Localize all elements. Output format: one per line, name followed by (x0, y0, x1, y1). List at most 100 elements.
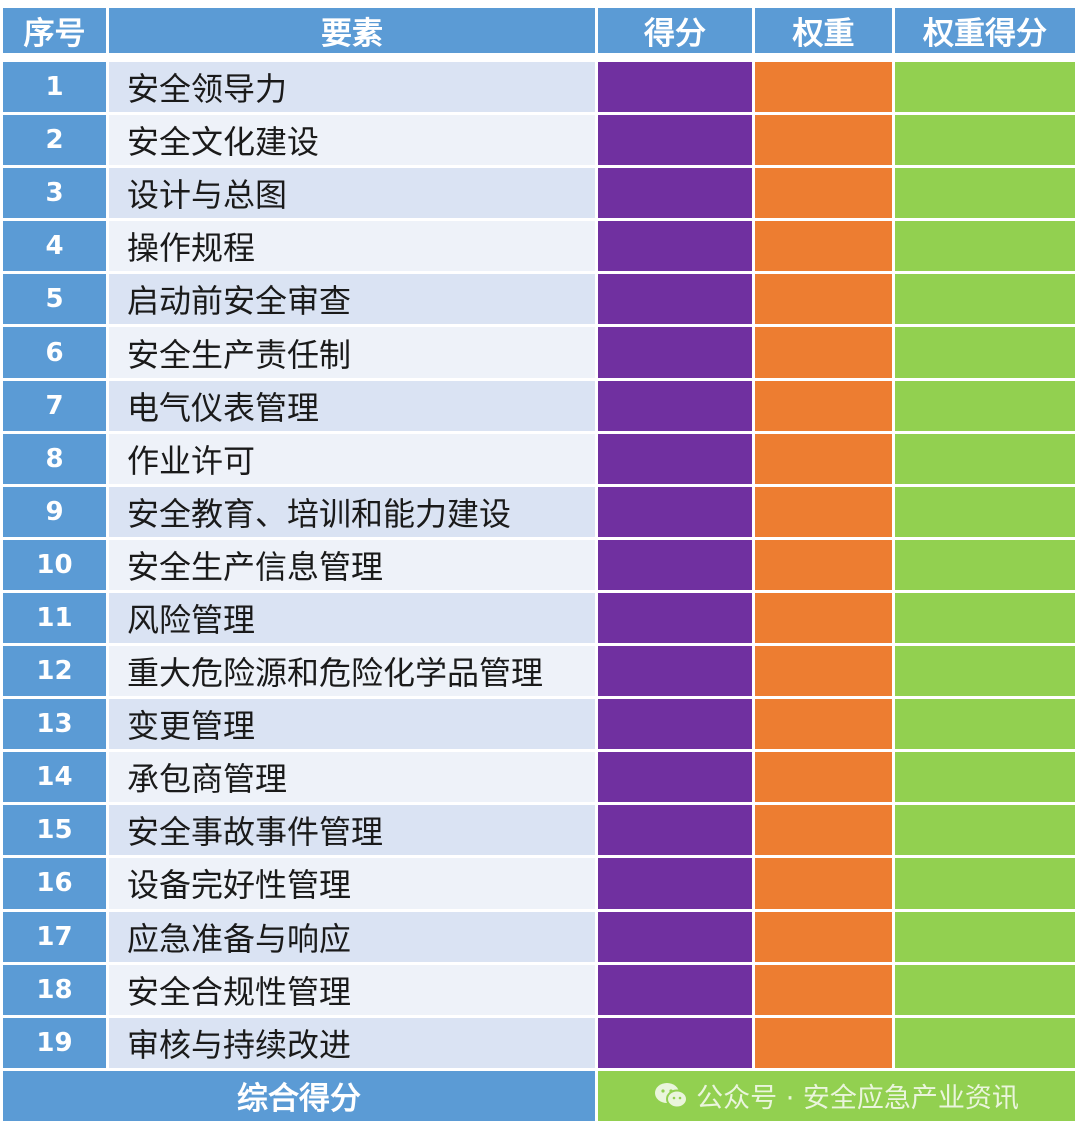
weighted-score-cell (895, 699, 1075, 753)
row-index: 6 (3, 327, 109, 381)
table-row: 7 电气仪表管理 (3, 380, 1075, 434)
table-row: 11 风险管理 (3, 592, 1075, 647)
weighted-score-cell (895, 911, 1075, 965)
score-cell (598, 805, 755, 859)
weighted-score-cell (895, 115, 1075, 169)
header-weighted-score: 权重得分 (895, 8, 1075, 56)
table-row: 3 设计与总图 (3, 168, 1075, 222)
row-index: 3 (3, 168, 109, 222)
weight-cell (755, 752, 895, 806)
row-index: 17 (3, 911, 109, 965)
weighted-score-cell (895, 592, 1075, 647)
weighted-score-cell (895, 486, 1075, 540)
table-footer: 综合得分 公众号 · 安全应急产业资讯 (3, 1070, 1075, 1124)
weighted-score-cell (895, 221, 1075, 275)
weight-cell (755, 964, 895, 1018)
table-row: 4 操作规程 (3, 221, 1075, 275)
score-cell (598, 699, 755, 753)
table-row: 17 应急准备与响应 (3, 911, 1075, 965)
weight-cell (755, 433, 895, 487)
table-row: 19 审核与持续改进 (3, 1017, 1075, 1071)
score-cell (598, 380, 755, 434)
row-element: 安全文化建设 (109, 115, 598, 169)
score-cell (598, 221, 755, 275)
weighted-score-cell (895, 168, 1075, 222)
weight-cell (755, 380, 895, 434)
score-cell (598, 752, 755, 806)
row-element: 启动前安全审查 (109, 274, 598, 328)
weighted-score-cell (895, 752, 1075, 806)
row-element: 变更管理 (109, 699, 598, 753)
weighted-score-cell (895, 433, 1075, 487)
scoring-table: 序号 要素 得分 权重 权重得分 1 安全领导力 2 安全文化建设 3 设计与总图 4 操作规… (3, 8, 1075, 1124)
row-index: 1 (3, 62, 109, 116)
total-score-label: 综合得分 (3, 1070, 598, 1124)
row-element: 电气仪表管理 (109, 380, 598, 434)
row-index: 18 (3, 964, 109, 1018)
table-header: 序号 要素 得分 权重 权重得分 (3, 8, 1075, 56)
weight-cell (755, 274, 895, 328)
header-score: 得分 (598, 8, 755, 56)
row-index: 12 (3, 646, 109, 700)
weighted-score-cell (895, 964, 1075, 1018)
weighted-score-cell (895, 539, 1075, 593)
row-index: 7 (3, 380, 109, 434)
row-element: 安全生产信息管理 (109, 539, 598, 593)
score-cell (598, 858, 755, 912)
header-weight: 权重 (755, 8, 895, 56)
table-row: 10 安全生产信息管理 (3, 539, 1075, 593)
weighted-score-cell (895, 62, 1075, 116)
weight-cell (755, 221, 895, 275)
row-element: 重大危险源和危险化学品管理 (109, 646, 598, 700)
weight-cell (755, 805, 895, 859)
row-index: 2 (3, 115, 109, 169)
header-element: 要素 (109, 8, 598, 56)
weight-cell (755, 327, 895, 381)
row-index: 5 (3, 274, 109, 328)
weighted-score-cell (895, 380, 1075, 434)
weight-cell (755, 911, 895, 965)
row-element: 安全领导力 (109, 62, 598, 116)
table-row: 12 重大危险源和危险化学品管理 (3, 646, 1075, 700)
weight-cell (755, 646, 895, 700)
score-cell (598, 486, 755, 540)
weighted-score-cell (895, 1017, 1075, 1071)
row-index: 9 (3, 486, 109, 540)
weighted-score-cell (895, 327, 1075, 381)
row-element: 应急准备与响应 (109, 911, 598, 965)
table-row: 9 安全教育、培训和能力建设 (3, 486, 1075, 540)
row-index: 4 (3, 221, 109, 275)
weight-cell (755, 168, 895, 222)
weight-cell (755, 699, 895, 753)
weighted-score-cell (895, 646, 1075, 700)
watermark-text: 公众号 · 安全应急产业资讯 (696, 1083, 1019, 1115)
table-row: 5 启动前安全审查 (3, 274, 1075, 328)
weight-cell (755, 115, 895, 169)
weighted-score-cell (895, 805, 1075, 859)
weight-cell (755, 592, 895, 647)
row-element: 操作规程 (109, 221, 598, 275)
score-cell (598, 168, 755, 222)
score-cell (598, 62, 755, 116)
weighted-score-cell (895, 858, 1075, 912)
table-row: 18 安全合规性管理 (3, 964, 1075, 1018)
row-element: 安全合规性管理 (109, 964, 598, 1018)
row-element: 审核与持续改进 (109, 1017, 598, 1071)
row-index: 11 (3, 592, 109, 647)
row-element: 设计与总图 (109, 168, 598, 222)
row-index: 13 (3, 699, 109, 753)
table-row: 1 安全领导力 (3, 62, 1075, 116)
table-row: 16 设备完好性管理 (3, 858, 1075, 912)
table-row: 14 承包商管理 (3, 752, 1075, 806)
score-cell (598, 433, 755, 487)
row-element: 安全事故事件管理 (109, 805, 598, 859)
table-row: 6 安全生产责任制 (3, 327, 1075, 381)
weight-cell (755, 62, 895, 116)
row-element: 作业许可 (109, 433, 598, 487)
row-element: 设备完好性管理 (109, 858, 598, 912)
table-row: 2 安全文化建设 (3, 115, 1075, 169)
row-index: 15 (3, 805, 109, 859)
row-element: 风险管理 (109, 592, 598, 647)
total-score-cell: 公众号 · 安全应急产业资讯 (598, 1070, 1075, 1124)
row-index: 19 (3, 1017, 109, 1071)
